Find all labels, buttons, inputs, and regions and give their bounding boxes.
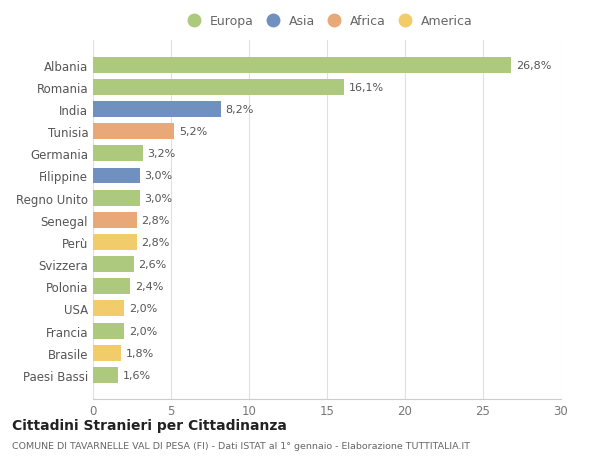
Text: 8,2%: 8,2% [226, 105, 254, 115]
Text: 16,1%: 16,1% [349, 83, 384, 93]
Bar [93, 235, 137, 251]
Text: 3,2%: 3,2% [148, 149, 176, 159]
Bar [93, 190, 140, 206]
Bar [93, 301, 124, 317]
Bar [93, 345, 121, 361]
Text: 2,8%: 2,8% [142, 215, 170, 225]
Text: 3,0%: 3,0% [145, 193, 173, 203]
Bar [93, 257, 134, 273]
Text: COMUNE DI TAVARNELLE VAL DI PESA (FI) - Dati ISTAT al 1° gennaio - Elaborazione : COMUNE DI TAVARNELLE VAL DI PESA (FI) - … [12, 441, 470, 450]
Bar [93, 279, 130, 295]
Text: 2,6%: 2,6% [138, 259, 166, 269]
Text: 2,8%: 2,8% [142, 237, 170, 247]
Bar [93, 323, 124, 339]
Bar [93, 124, 174, 140]
Text: 2,4%: 2,4% [135, 282, 163, 291]
Bar [93, 102, 221, 118]
Text: Cittadini Stranieri per Cittadinanza: Cittadini Stranieri per Cittadinanza [12, 418, 287, 431]
Bar [93, 80, 344, 95]
Legend: Europa, Asia, Africa, America: Europa, Asia, Africa, America [181, 15, 473, 28]
Text: 3,0%: 3,0% [145, 171, 173, 181]
Text: 1,8%: 1,8% [126, 348, 154, 358]
Text: 2,0%: 2,0% [129, 326, 157, 336]
Bar [93, 367, 118, 383]
Text: 2,0%: 2,0% [129, 304, 157, 314]
Bar [93, 146, 143, 162]
Text: 1,6%: 1,6% [122, 370, 151, 380]
Text: 26,8%: 26,8% [516, 61, 551, 71]
Bar [93, 57, 511, 73]
Bar [93, 168, 140, 184]
Bar [93, 213, 137, 228]
Text: 5,2%: 5,2% [179, 127, 207, 137]
